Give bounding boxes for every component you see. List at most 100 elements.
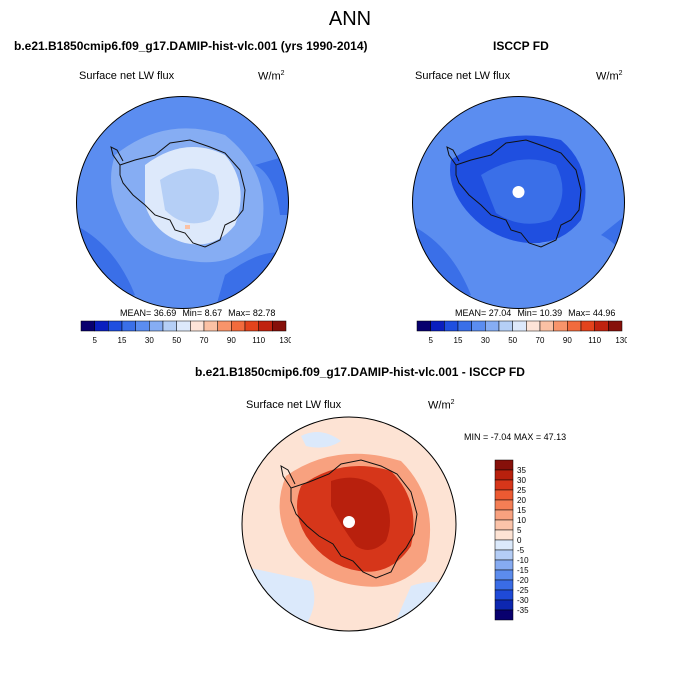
panel2-peninsula [446,146,460,166]
panel2-colorbar-box [416,320,431,332]
panel3-header: b.e21.B1850cmip6.f09_g17.DAMIP-hist-vlc.… [195,365,525,379]
panel3-colorbar-box [494,569,514,581]
panel1-darker-bands [76,155,289,309]
panel3-colorbar-box [494,599,514,611]
panel2-colorbar-box [485,320,500,332]
panel2-colorbar-tick-label: 70 [536,336,545,345]
panel1-colorbar-box [162,320,177,332]
panel3-colorbar-box [494,489,514,501]
panel1-variable-label: Surface net LW flux [79,70,175,82]
panel3-colorbar-box [494,479,514,491]
panel3-colorbar-tick-label: 25 [517,486,526,495]
panel3-colorbar-tick-label: -35 [517,606,529,615]
panel1-stats: MEAN= 36.69 Min= 8.67 Max= 82.78 [120,308,276,318]
panel3-colorbar-box [494,579,514,591]
panel1-colorbar-box [258,320,273,332]
panel3-polar-map [241,416,457,632]
panel2-colorbar-box [580,320,595,332]
panel2-colorbar-box [430,320,445,332]
panel3-variable-label: Surface net LW flux [246,399,342,411]
panel2-colorbar-box [539,320,554,332]
panel2-colorbar-tick-label: 50 [508,336,517,345]
panel2-colorbar-box [567,320,582,332]
panel2-colorbar-box [444,320,459,332]
panel3-colorbar-tick-label: -30 [517,596,529,605]
panel3-colorbar-box [494,459,514,471]
panel1-colorbar-tick-label: 30 [145,336,154,345]
panel1-interior-mid [160,168,219,224]
panel1-antarctica-coastline [119,139,246,248]
panel3-colorbar-box [494,529,514,541]
panel3-colorbar-tick-label: 0 [517,536,522,545]
panel1-colorbar-box [121,320,136,332]
panel3-interior-max [331,477,390,550]
panel3-colorbar-tick-label: -15 [517,566,529,575]
panel2-colorbar-tick-label: 15 [454,336,463,345]
panel2-outer-bands [412,215,625,309]
panel1-peninsula [110,146,124,166]
panel1-colorbar-box [203,320,218,332]
panel2-colorbar-box [498,320,513,332]
panel1-colorbar-box [108,320,123,332]
panel3-colorbar-box [494,589,514,601]
panel1-colorbar-box [94,320,109,332]
panel1-colorbar-box [176,320,191,332]
panel1-colorbar-tick-label: 70 [200,336,209,345]
panel3-colorbar-box [494,499,514,511]
panel1-header: b.e21.B1850cmip6.f09_g17.DAMIP-hist-vlc.… [14,39,368,53]
panel1-colorbar: 5 15 30 50 70 90 110 130 [80,320,291,345]
panel1-colorbar-box [190,320,205,332]
panel2-variable-label: Surface net LW flux [415,70,511,82]
panel3-colorbar-box [494,549,514,561]
panel1-colorbar-box [272,320,287,332]
panel3-colorbar-tick-label: 5 [517,526,522,535]
panel2-colorbar-tick-label: 90 [563,336,572,345]
panel3-stats: MIN = -7.04 MAX = 47.13 [464,432,567,442]
panel1-units-label: W/m2 [258,70,285,83]
panel1-colorbar-tick-label: 5 [92,336,97,345]
panel1-colorbar-tick-label: 130 [279,336,291,345]
panel3-colorbar-tick-label: 15 [517,506,526,515]
panel3-peninsula [280,465,296,489]
panel3-pole-hole [343,516,355,528]
panel2-colorbar-box [553,320,568,332]
panel1-colorbar-tick-label: 90 [227,336,236,345]
panel2-polar-map [412,96,625,309]
panel3-colorbar-tick-label: 20 [517,496,526,505]
panel2-colorbar: 5 15 30 50 70 90 110 130 [416,320,627,345]
panel1-colorbar-tick-label: 110 [252,336,265,345]
panel3-colorbar-tick-label: -20 [517,576,529,585]
panel3-colorbar-box [494,469,514,481]
panel2-colorbar-box [512,320,527,332]
panel3-units-label: W/m2 [428,399,455,412]
panel2-pole-hole [512,186,525,198]
panel1-warm-spot [185,225,190,229]
panel3-colorbar-tick-label: 30 [517,476,526,485]
panel3-colorbar-box [494,609,514,621]
panel3-cool-patches [242,432,456,631]
figure-title: ANN [328,8,372,30]
panel2-colorbar-tick-label: 130 [615,336,627,345]
panel2-colorbar-box [457,320,472,332]
panel3-colorbar-box [494,519,514,531]
panel3-colorbar-tick-label: 10 [517,516,526,525]
panel3-colorbar-box [494,509,514,521]
panel1-colorbar-box [231,320,246,332]
panel1-colorbar-box [80,320,95,332]
panel2-antarctica-coastline [455,139,582,248]
panel2-stats: MEAN= 27.04 Min= 10.39 Max= 44.96 [455,308,616,318]
panel1-colorbar-tick-label: 15 [118,336,127,345]
panel3-colorbar-tick-label: -10 [517,556,529,565]
panel2-colorbar-box [608,320,623,332]
panel1-colorbar-box [149,320,164,332]
panel2-colorbar-tick-label: 30 [481,336,490,345]
panel1-colorbar-box [217,320,232,332]
panel1-polar-map [76,96,289,309]
panel3-colorbar-box [494,559,514,571]
panel1-colorbar-box [244,320,259,332]
panel3-colorbar-tick-label: 35 [517,466,526,475]
panel2-colorbar-tick-label: 5 [428,336,433,345]
panel3-colorbar-tick-label: -5 [517,546,525,555]
panel2-colorbar-tick-label: 110 [588,336,601,345]
